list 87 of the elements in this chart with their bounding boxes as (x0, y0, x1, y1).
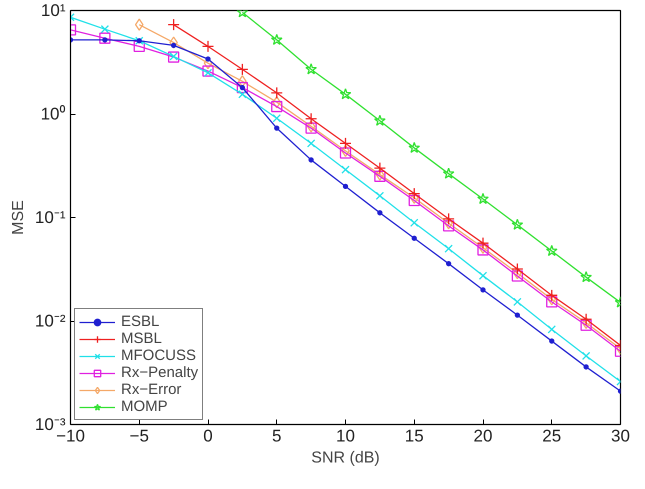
point (548, 325, 556, 334)
point (511, 262, 524, 276)
point (582, 316, 590, 329)
point (236, 63, 249, 76)
legend-label: ESBL (121, 313, 160, 330)
point (342, 184, 348, 189)
point (476, 237, 490, 250)
y-tick-label: 10⁰ (40, 104, 66, 124)
point (478, 242, 488, 254)
point (444, 217, 453, 230)
point (410, 218, 418, 227)
point (304, 112, 318, 125)
point (477, 244, 489, 256)
y-axis-title: MSE (10, 200, 27, 235)
point (442, 220, 454, 232)
y-tick-label: 10⁻² (34, 312, 66, 330)
point (444, 244, 453, 253)
x-tick-label: 0 (203, 426, 213, 446)
point (100, 24, 110, 34)
point (340, 147, 352, 159)
point (134, 18, 144, 31)
point (272, 96, 282, 108)
point (408, 188, 420, 200)
point (270, 86, 283, 100)
point (202, 40, 214, 53)
x-tick-label: 20 (474, 426, 492, 446)
point (134, 40, 145, 52)
point (376, 192, 384, 200)
x-axis-title: SNR (dB) (311, 450, 380, 466)
point (271, 100, 282, 112)
point (274, 126, 280, 131)
point (582, 352, 590, 360)
point (478, 272, 488, 280)
point (341, 165, 350, 174)
x-tick-label: 30 (611, 426, 630, 446)
point (580, 320, 592, 331)
point (580, 271, 592, 282)
point (167, 18, 180, 31)
point (204, 68, 212, 77)
x-tick-label: 5 (272, 426, 282, 446)
point (339, 137, 352, 150)
legend-label: MFOCUSS (121, 347, 196, 364)
point (546, 296, 558, 308)
legend-label: MOMP (121, 398, 168, 415)
point (270, 34, 283, 45)
point (480, 287, 486, 292)
point (374, 162, 386, 174)
x-tick-label: 25 (542, 426, 562, 446)
point (580, 313, 592, 326)
legend-label: MSBL (121, 330, 162, 347)
y-tick-label: 10⁻¹ (34, 208, 66, 227)
point (238, 90, 247, 98)
y-tick-label: 10¹ (40, 1, 66, 20)
point (513, 298, 522, 306)
point (272, 114, 281, 122)
point (374, 170, 386, 182)
point (408, 194, 420, 206)
point (442, 168, 455, 179)
point (583, 364, 589, 370)
legend-label: Rx−Error (121, 381, 182, 398)
point (202, 65, 214, 77)
point (410, 192, 419, 204)
x-tick-label: −5 (130, 426, 149, 446)
x-tick-label: 15 (404, 426, 424, 446)
point (205, 56, 211, 62)
point (374, 114, 386, 126)
point (514, 312, 520, 318)
point (511, 218, 524, 230)
point (546, 289, 558, 302)
point (340, 88, 352, 100)
point (549, 338, 554, 344)
legend-label: Rx−Penalty (121, 364, 198, 381)
x-tick-label: 10 (336, 426, 355, 446)
point (446, 261, 452, 266)
point (546, 244, 558, 256)
point (477, 192, 489, 204)
point (99, 32, 111, 44)
point (412, 236, 417, 241)
point (377, 210, 383, 216)
point (408, 142, 420, 154)
point (306, 139, 316, 148)
point (547, 293, 556, 306)
point (442, 212, 455, 226)
point (236, 82, 248, 94)
point (308, 157, 314, 163)
point (512, 270, 524, 282)
point (305, 63, 318, 74)
